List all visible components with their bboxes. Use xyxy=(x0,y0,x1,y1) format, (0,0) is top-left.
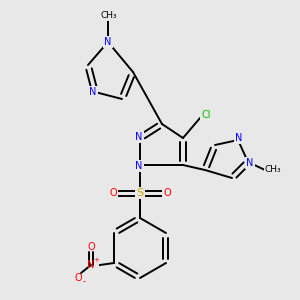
Text: N: N xyxy=(135,132,143,142)
Text: CH₃: CH₃ xyxy=(265,166,281,175)
Text: O: O xyxy=(87,242,95,252)
Text: -: - xyxy=(82,278,85,286)
Text: N: N xyxy=(104,37,112,47)
Text: +: + xyxy=(93,257,99,263)
Text: O: O xyxy=(74,273,82,283)
Text: O: O xyxy=(163,188,171,198)
Text: N: N xyxy=(246,158,254,168)
Text: N: N xyxy=(235,133,243,143)
Text: O: O xyxy=(109,188,117,198)
Text: S: S xyxy=(136,188,144,198)
Text: N: N xyxy=(87,260,95,270)
Text: CH₃: CH₃ xyxy=(101,11,117,20)
Text: N: N xyxy=(135,161,143,171)
Text: Cl: Cl xyxy=(201,110,211,120)
Text: N: N xyxy=(89,87,97,97)
